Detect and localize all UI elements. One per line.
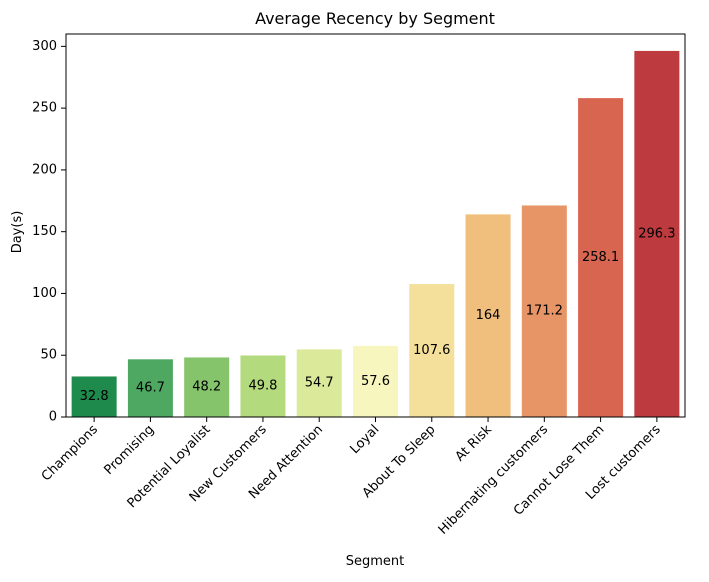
bar (578, 98, 624, 417)
y-tick-label: 300 (32, 39, 57, 54)
bar-value-label: 48.2 (192, 380, 221, 395)
bar (184, 357, 230, 417)
bar (240, 355, 286, 417)
bar-value-label: 107.6 (413, 343, 450, 358)
x-tick-label: Hibernating customers (436, 422, 552, 538)
y-axis-label: Day(s) (10, 211, 25, 254)
y-tick-label: 0 (49, 410, 57, 425)
bar (127, 359, 173, 417)
chart-title: Average Recency by Segment (255, 9, 495, 28)
x-tick-label: Champions (39, 422, 101, 484)
x-axis-label: Segment (346, 554, 405, 569)
bar-value-label: 296.3 (638, 226, 675, 241)
y-tick-label: 50 (40, 348, 57, 363)
bar (465, 214, 511, 417)
y-tick-label: 200 (32, 162, 57, 177)
bar-value-label: 171.2 (526, 304, 563, 319)
bar (409, 284, 455, 417)
bar (634, 50, 680, 418)
bar (296, 349, 342, 417)
bar-value-label: 164 (476, 308, 501, 323)
plot-area: 32.8 46.7 48.2 49.8 54.7 57.6 107.6 164 171.2 258… (32, 33, 686, 538)
y-tick-label: 250 (32, 101, 57, 116)
bar-value-label: 32.8 (80, 389, 109, 404)
bar (352, 345, 399, 417)
x-tick-label: At Risk (453, 422, 496, 465)
x-tick-label: Promising (102, 422, 158, 478)
bar (71, 376, 117, 417)
bar-value-label: 49.8 (248, 379, 277, 394)
bar-value-label: 57.6 (361, 374, 390, 389)
bar-value-label: 258.1 (582, 250, 619, 265)
x-tick-label: Loyal (348, 422, 383, 457)
bar-value-label: 54.7 (305, 376, 334, 391)
bar (521, 205, 567, 417)
bar-value-label: 46.7 (136, 381, 165, 396)
y-tick-label: 150 (32, 224, 57, 239)
y-tick-label: 100 (32, 286, 57, 301)
